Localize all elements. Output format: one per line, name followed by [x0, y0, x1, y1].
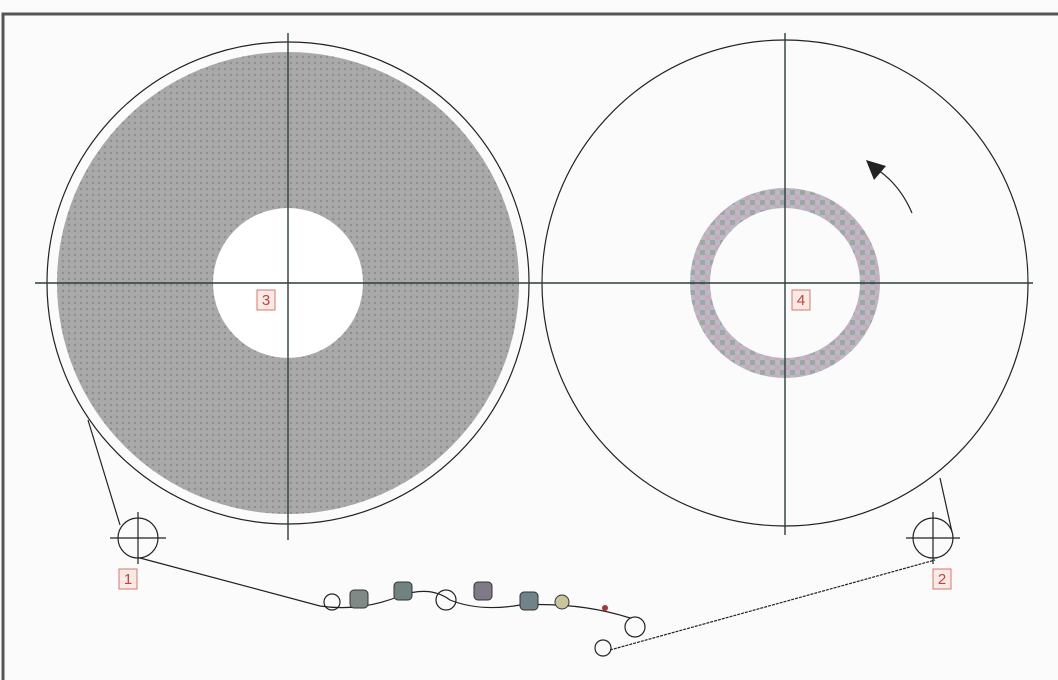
pinch-roller: [624, 616, 646, 638]
tape: [609, 559, 936, 651]
roller-axis: [110, 512, 166, 564]
label-box: [932, 568, 952, 590]
roller-axis: [906, 512, 960, 564]
guide-pin: [554, 594, 570, 610]
arrow-head: [866, 160, 886, 180]
capstan: [602, 605, 608, 611]
guide-pin: [323, 593, 341, 611]
head: [349, 589, 369, 609]
node-label: 2: [938, 571, 946, 588]
tape: [87, 419, 121, 526]
takeup-reel: 4: [540, 33, 1033, 535]
tape-path: 1 2: [87, 419, 960, 657]
node-label: 3: [262, 292, 270, 309]
frame: [1, 12, 1058, 680]
label-box: [256, 289, 276, 311]
supply-reel: 3: [35, 33, 540, 540]
label-box: [118, 568, 138, 590]
guide-pin: [594, 639, 612, 657]
rotation-arrow: [877, 169, 913, 214]
tape: [939, 477, 953, 533]
head: [393, 581, 413, 601]
label-box: [791, 289, 811, 311]
node-label: 1: [124, 571, 132, 588]
head: [473, 581, 493, 601]
guide-pin: [435, 589, 457, 611]
node-label: 4: [797, 292, 805, 309]
head: [519, 591, 539, 611]
